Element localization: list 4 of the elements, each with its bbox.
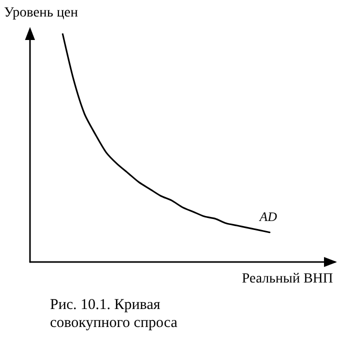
y-axis-title: Уровень цен — [4, 6, 79, 20]
x-axis-title: Реальный ВНП — [242, 272, 334, 286]
text: Рис. 10.1. Кривая совокупного спроса — [50, 297, 178, 331]
series-label: AD — [258, 208, 278, 224]
